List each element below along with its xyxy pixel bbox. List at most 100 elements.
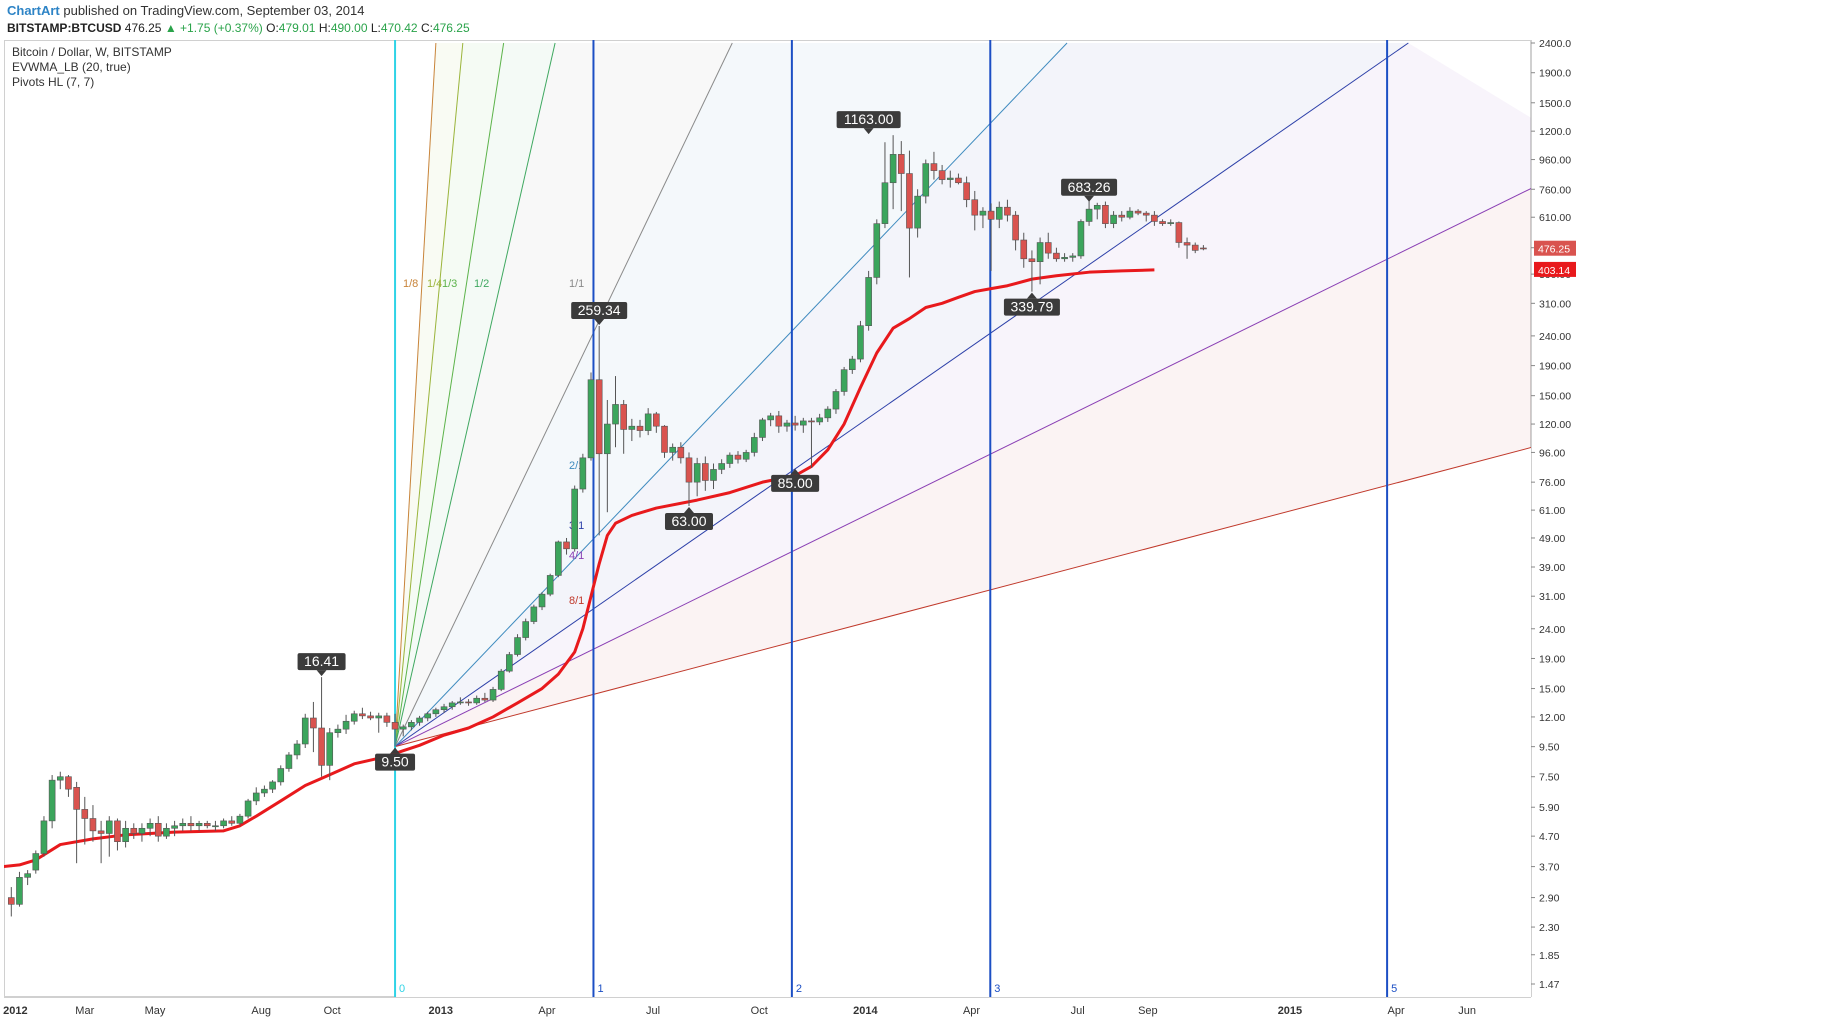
candle-body [424, 713, 432, 719]
gann-fan-label: 1/3 [442, 278, 457, 290]
y-tick-label: 190.00 [1539, 361, 1571, 373]
candle-body [236, 815, 244, 824]
pivot-label: 9.50 [381, 754, 408, 770]
x-tick-label: 2012 [3, 1005, 27, 1017]
candle-body [350, 713, 358, 722]
candle-body [620, 404, 627, 430]
candle-body [963, 182, 970, 201]
candle-body [979, 210, 987, 216]
gann-fan-line [394, 42, 733, 747]
candle-body [81, 809, 89, 819]
candle-body [800, 420, 807, 426]
candle-body [636, 425, 644, 431]
pivot-pointer [683, 507, 694, 514]
candle-body [65, 776, 72, 790]
candle-body [481, 697, 489, 701]
gann-fan-label: 4/1 [569, 550, 584, 562]
candle-body [244, 800, 252, 817]
candle-body [955, 177, 962, 184]
candle-body [767, 415, 774, 421]
pivot-label: 63.00 [671, 513, 706, 529]
candle-body [1134, 210, 1142, 214]
pivots: 16.41 9.50 259.34 63.00 85.00 1163.00 339.79 68… [297, 111, 1118, 771]
candle-body [277, 768, 285, 783]
x-tick-label: Apr [1388, 1005, 1405, 1017]
candle-body [987, 210, 995, 220]
y-tick-label: 31.00 [1539, 591, 1565, 603]
candle-body [154, 822, 162, 837]
candle-body [546, 575, 554, 595]
candle-body [334, 728, 342, 734]
candle-body [24, 873, 31, 878]
time-cycle-label: 0 [399, 983, 405, 995]
y-tick-label: 240.00 [1539, 331, 1571, 343]
pivot-label: 16.41 [304, 653, 339, 669]
candle-body [465, 701, 472, 704]
candle-body [1028, 258, 1036, 263]
x-tick-label: May [145, 1005, 166, 1017]
candle-body [1036, 242, 1044, 263]
brand-name[interactable]: ChartArt [7, 3, 60, 18]
gann-fan-line [394, 42, 1068, 747]
candle-body [473, 697, 481, 704]
candle-body [408, 722, 415, 728]
candle-body [873, 223, 881, 278]
symbol-label: BITSTAMP:BTCUSD [7, 21, 122, 35]
candle-body [146, 822, 154, 829]
price-tag [1534, 261, 1576, 277]
time-cycle-label: 2 [796, 983, 802, 995]
candle-body [702, 463, 709, 481]
candle-body [563, 541, 570, 550]
candle-body [751, 437, 758, 453]
candle-body [489, 689, 497, 701]
open-label: O: [266, 21, 279, 35]
candle-body [685, 457, 693, 483]
gann-fan-label: 1/4 [427, 278, 442, 290]
candle-body [1175, 222, 1183, 243]
gann-fan-label: 1/8 [403, 278, 418, 290]
x-tick-label: Jul [1071, 1005, 1085, 1017]
candle-body [399, 726, 407, 730]
candle-body [742, 452, 750, 460]
candle-body [506, 654, 513, 672]
candle-body [48, 779, 56, 822]
time-cycles: 0 1 2 3 5 [394, 40, 1397, 997]
candle-body [840, 369, 848, 392]
candle-body [261, 788, 268, 794]
candle-body [530, 606, 538, 622]
low-label: L: [370, 21, 381, 35]
candle-body [571, 488, 578, 550]
candle-body [212, 825, 219, 828]
y-tick-label: 7.50 [1539, 772, 1560, 784]
candle-body [710, 469, 717, 481]
pivot-pointer [1026, 292, 1037, 299]
y-axis: 2400.0 1900.0 1500.0 1200.0 960.00 760.00 610.… [1531, 38, 1576, 997]
x-tick-label: Oct [751, 1005, 768, 1017]
candle-body [1069, 255, 1077, 258]
candle-body [897, 154, 905, 174]
y-tick-label: 2.90 [1539, 893, 1560, 905]
x-tick-label: Oct [324, 1005, 341, 1017]
legend-item: Bitcoin / Dollar, W, BITSTAMP [12, 45, 172, 59]
candle-body [1053, 252, 1060, 260]
candle-body [269, 781, 276, 790]
high-value: 490.00 [330, 21, 368, 35]
candle-body [179, 822, 187, 827]
pivot-box [1003, 298, 1060, 316]
gann-fan-line [394, 42, 437, 747]
y-tick-label: 19.00 [1539, 653, 1565, 665]
price-tag-label: 476.25 [1538, 244, 1570, 256]
y-tick-label: 2.30 [1539, 922, 1560, 934]
gann-fan-line [394, 42, 464, 747]
candle-body [293, 743, 301, 756]
candle-body [930, 163, 938, 171]
price-tag [1534, 240, 1576, 256]
x-tick-label: Sep [1138, 1005, 1158, 1017]
candle-body [922, 163, 930, 197]
x-tick-label: Mar [75, 1005, 94, 1017]
candle-body [628, 425, 636, 430]
gann-fan-label: 1/1 [569, 278, 584, 290]
time-cycle-label: 5 [1391, 983, 1397, 995]
candle-body [97, 830, 105, 834]
